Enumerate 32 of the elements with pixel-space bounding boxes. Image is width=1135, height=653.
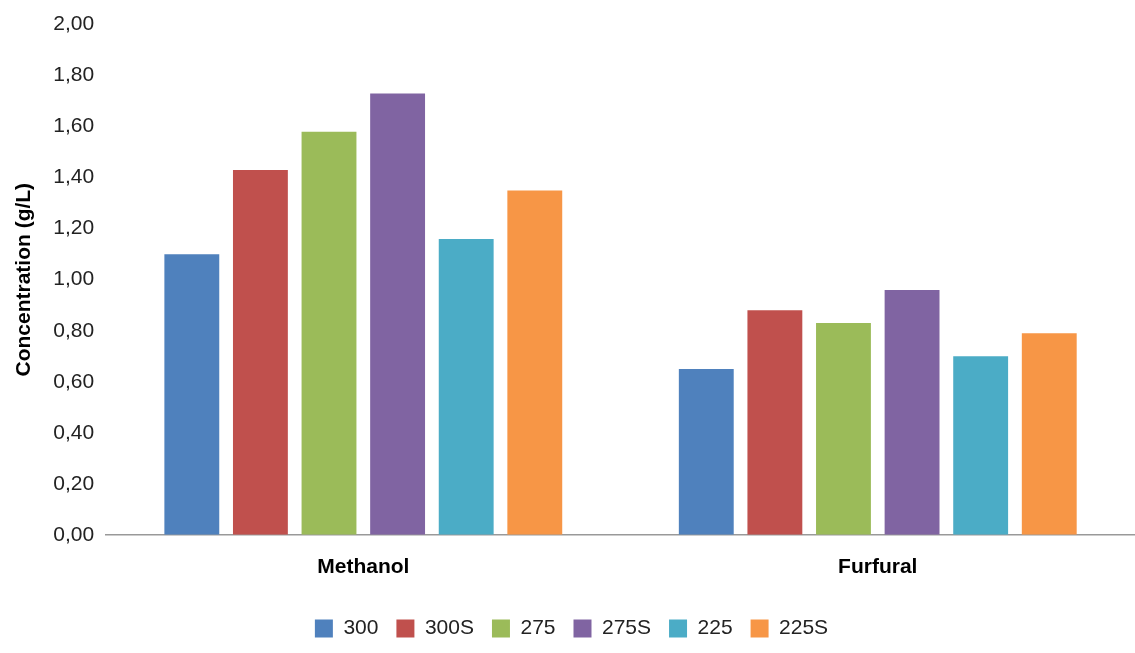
bar bbox=[164, 254, 220, 535]
bar bbox=[678, 368, 734, 535]
y-tick-label: 1,60 bbox=[53, 113, 95, 137]
legend-label: 300 bbox=[343, 615, 379, 639]
legend-label: 275 bbox=[520, 615, 556, 639]
legend-label: 225 bbox=[697, 615, 733, 639]
legend-label: 275S bbox=[602, 615, 652, 639]
y-tick-label: 0,20 bbox=[53, 470, 95, 494]
y-tick-label: 1,80 bbox=[53, 62, 95, 86]
y-tick-label: 1,20 bbox=[53, 215, 95, 239]
bar bbox=[507, 190, 563, 535]
y-tick-label: 0,80 bbox=[53, 317, 95, 341]
y-tick-label: 1,40 bbox=[53, 164, 95, 188]
bar bbox=[953, 356, 1009, 535]
x-tick-label: Methanol bbox=[317, 554, 410, 578]
bar bbox=[438, 238, 494, 535]
bar bbox=[816, 323, 871, 535]
y-tick-label: 0,60 bbox=[53, 368, 95, 392]
y-tick-label: 0,40 bbox=[53, 419, 95, 443]
y-tick-label: 0,00 bbox=[53, 521, 95, 545]
y-tick-label: 1,00 bbox=[53, 266, 95, 290]
bar bbox=[747, 310, 803, 535]
y-tick-label: 2,00 bbox=[53, 11, 95, 35]
legend-label: 300S bbox=[424, 615, 474, 639]
bar bbox=[370, 93, 426, 535]
bar bbox=[884, 289, 940, 535]
y-axis-title: Concentration (g/L) bbox=[11, 182, 35, 377]
bar bbox=[1021, 333, 1077, 535]
x-tick-label: Furfural bbox=[838, 554, 918, 578]
bar bbox=[301, 131, 357, 535]
legend-label: 225S bbox=[779, 615, 829, 639]
bar bbox=[232, 170, 288, 535]
